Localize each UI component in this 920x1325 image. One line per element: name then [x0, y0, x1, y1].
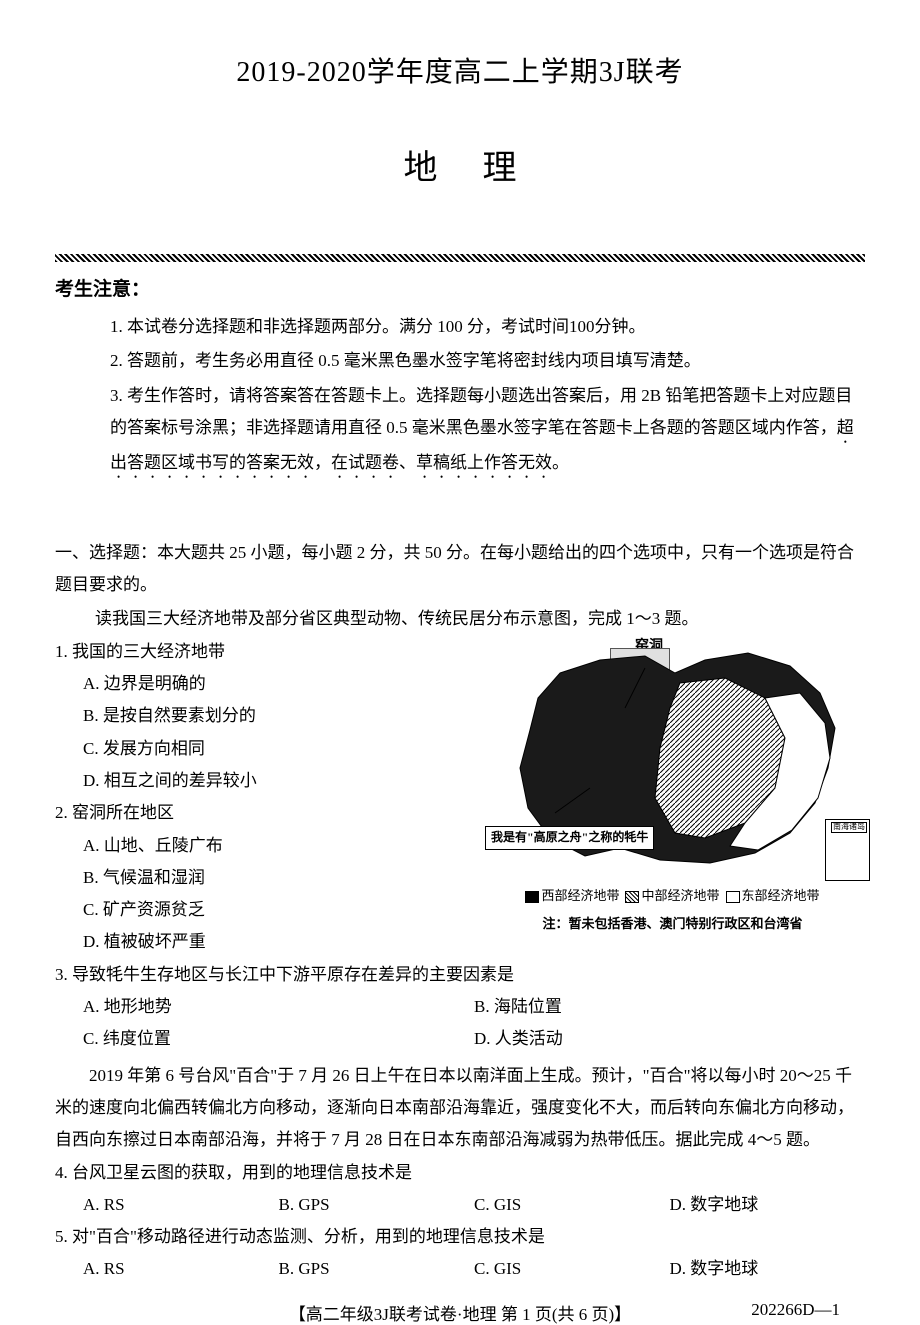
notice-heading: 考生注意： — [55, 274, 865, 301]
q4-opt-a: A. RS — [83, 1189, 279, 1221]
questions-1-3-block: 窑洞 我是有"高原之舟"之称的牦牛 南海诸岛 — [55, 636, 865, 1056]
q3-opts-row1: A. 地形地势 B. 海陆位置 — [55, 991, 865, 1023]
q5-opt-a: A. RS — [83, 1253, 279, 1285]
map-callout-yak: 我是有"高原之舟"之称的牦牛 — [485, 826, 654, 850]
q5-opt-b: B. GPS — [279, 1253, 475, 1285]
map-inset-label: 南海诸岛 — [831, 822, 867, 833]
q4-opts: A. RS B. GPS C. GIS D. 数字地球 — [55, 1189, 865, 1221]
questions-4-5-block: 4. 台风卫星云图的获取，用到的地理信息技术是 A. RS B. GPS C. … — [55, 1157, 865, 1286]
q5-opt-c: C. GIS — [474, 1253, 670, 1285]
q3-stem: 3. 导致牦牛生存地区与长江中下游平原存在差异的主要因素是 — [55, 959, 865, 991]
legend-swatch-west — [525, 891, 539, 903]
q3-opt-b: B. 海陆位置 — [474, 991, 865, 1023]
q4-stem: 4. 台风卫星云图的获取，用到的地理信息技术是 — [55, 1157, 865, 1189]
q5-opts: A. RS B. GPS C. GIS D. 数字地球 — [55, 1253, 865, 1285]
legend-west: 西部经济地带 — [541, 888, 619, 903]
notice-list: 1. 本试卷分选择题和非选择题两部分。满分 100 分，考试时间100分钟。 2… — [55, 311, 865, 482]
map-box: 窑洞 我是有"高原之舟"之称的牦牛 南海诸岛 — [480, 638, 865, 878]
notice-item: 2. 答题前，考生务必用直径 0.5 毫米黑色墨水签字笔将密封线内项目填写清楚。 — [110, 345, 865, 377]
section-header: 一、选择题：本大题共 25 小题，每小题 2 分，共 50 分。在每小题给出的四… — [55, 537, 865, 602]
map-legend: 西部经济地带 中部经济地带 东部经济地带 — [480, 884, 865, 909]
footer-code: 202266D—1 — [751, 1300, 840, 1320]
subject-title: 地理 — [55, 140, 865, 189]
legend-east: 东部经济地带 — [742, 888, 820, 903]
footer-center: 【高二年级3J联考试卷·地理 第 1 页(共 6 页)】 — [289, 1300, 631, 1325]
section-intro: 读我国三大经济地带及部分省区典型动物、传统民居分布示意图，完成 1～3 题。 — [55, 603, 865, 635]
china-map-figure: 窑洞 我是有"高原之舟"之称的牦牛 南海诸岛 — [480, 638, 865, 938]
notice-item: 3. 考生作答时，请将答案答在答题卡上。选择题每小题选出答案后，用 2B 铅笔把… — [110, 380, 865, 482]
notice-item-text: 3. 考生作答时，请将答案答在答题卡上。选择题每小题选出答案后，用 2B 铅笔把… — [110, 386, 852, 437]
legend-swatch-east — [726, 891, 740, 903]
q3-opts-row2: C. 纬度位置 D. 人类活动 — [55, 1023, 865, 1055]
map-inset-south-sea: 南海诸岛 — [825, 819, 870, 881]
exam-title: 2019-2020学年度高二上学期3J联考 — [55, 50, 865, 90]
q4-opt-d: D. 数字地球 — [670, 1189, 866, 1221]
q3-opt-c: C. 纬度位置 — [83, 1023, 474, 1055]
q3-opt-a: A. 地形地势 — [83, 991, 474, 1023]
legend-mid: 中部经济地带 — [641, 888, 719, 903]
map-legend-note: 注：暂未包括香港、澳门特别行政区和台湾省 — [480, 912, 865, 937]
q4-opt-b: B. GPS — [279, 1189, 475, 1221]
legend-swatch-mid — [625, 891, 639, 903]
q5-opt-d: D. 数字地球 — [670, 1253, 866, 1285]
divider — [55, 254, 865, 262]
q3-opt-d: D. 人类活动 — [474, 1023, 865, 1055]
q4-opt-c: C. GIS — [474, 1189, 670, 1221]
notice-item: 1. 本试卷分选择题和非选择题两部分。满分 100 分，考试时间100分钟。 — [110, 311, 865, 343]
q5-stem: 5. 对"百合"移动路径进行动态监测、分析，用到的地理信息技术是 — [55, 1221, 865, 1253]
page-footer: 【高二年级3J联考试卷·地理 第 1 页(共 6 页)】 202266D—1 — [55, 1300, 865, 1325]
passage-4-5: 2019 年第 6 号台风"百合"于 7 月 26 日上午在日本以南洋面上生成。… — [55, 1060, 865, 1157]
